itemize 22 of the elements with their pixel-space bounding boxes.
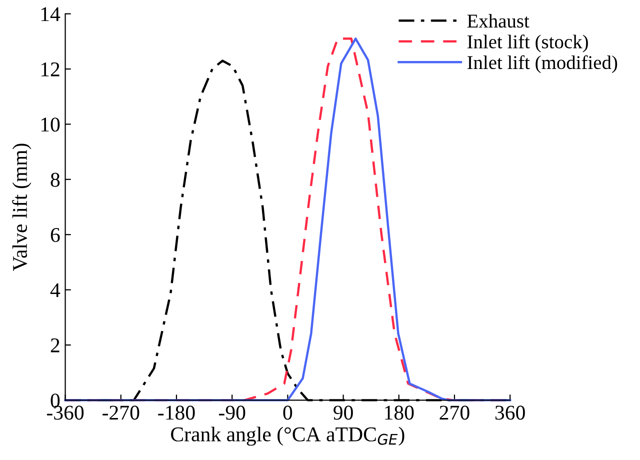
x-tick-label: -270 <box>102 406 140 420</box>
legend-label: Inlet lift (stock) <box>467 34 588 52</box>
x-tick-label: -360 <box>46 406 84 420</box>
legend-label: Inlet lift (modified) <box>467 55 618 74</box>
y-tick-label: 14 <box>41 7 60 22</box>
y-axis-title: Valve lift (mm) <box>12 144 32 271</box>
y-tick-label: 10 <box>41 118 60 132</box>
y-tick-label: 8 <box>50 172 60 187</box>
y-tick-label: 6 <box>50 228 60 242</box>
x-axis-title: Crank angle (°CA aTDC$_{GE}$) <box>171 426 404 446</box>
y-tick-label: 0 <box>50 394 60 408</box>
x-tick-label: 270 <box>440 406 470 420</box>
x-tick-label: 0 <box>283 406 292 420</box>
y-tick-label: 4 <box>50 283 60 298</box>
x-tick-label: 360 <box>495 406 525 420</box>
x-tick-label: -180 <box>158 406 195 420</box>
legend-label: Exhaust <box>467 14 530 28</box>
x-tick-label: -90 <box>218 406 246 420</box>
y-tick-label: 2 <box>50 338 60 352</box>
x-tick-label: 180 <box>385 406 414 420</box>
y-tick-label: 12 <box>41 62 60 76</box>
x-tick-label: 90 <box>334 406 353 420</box>
